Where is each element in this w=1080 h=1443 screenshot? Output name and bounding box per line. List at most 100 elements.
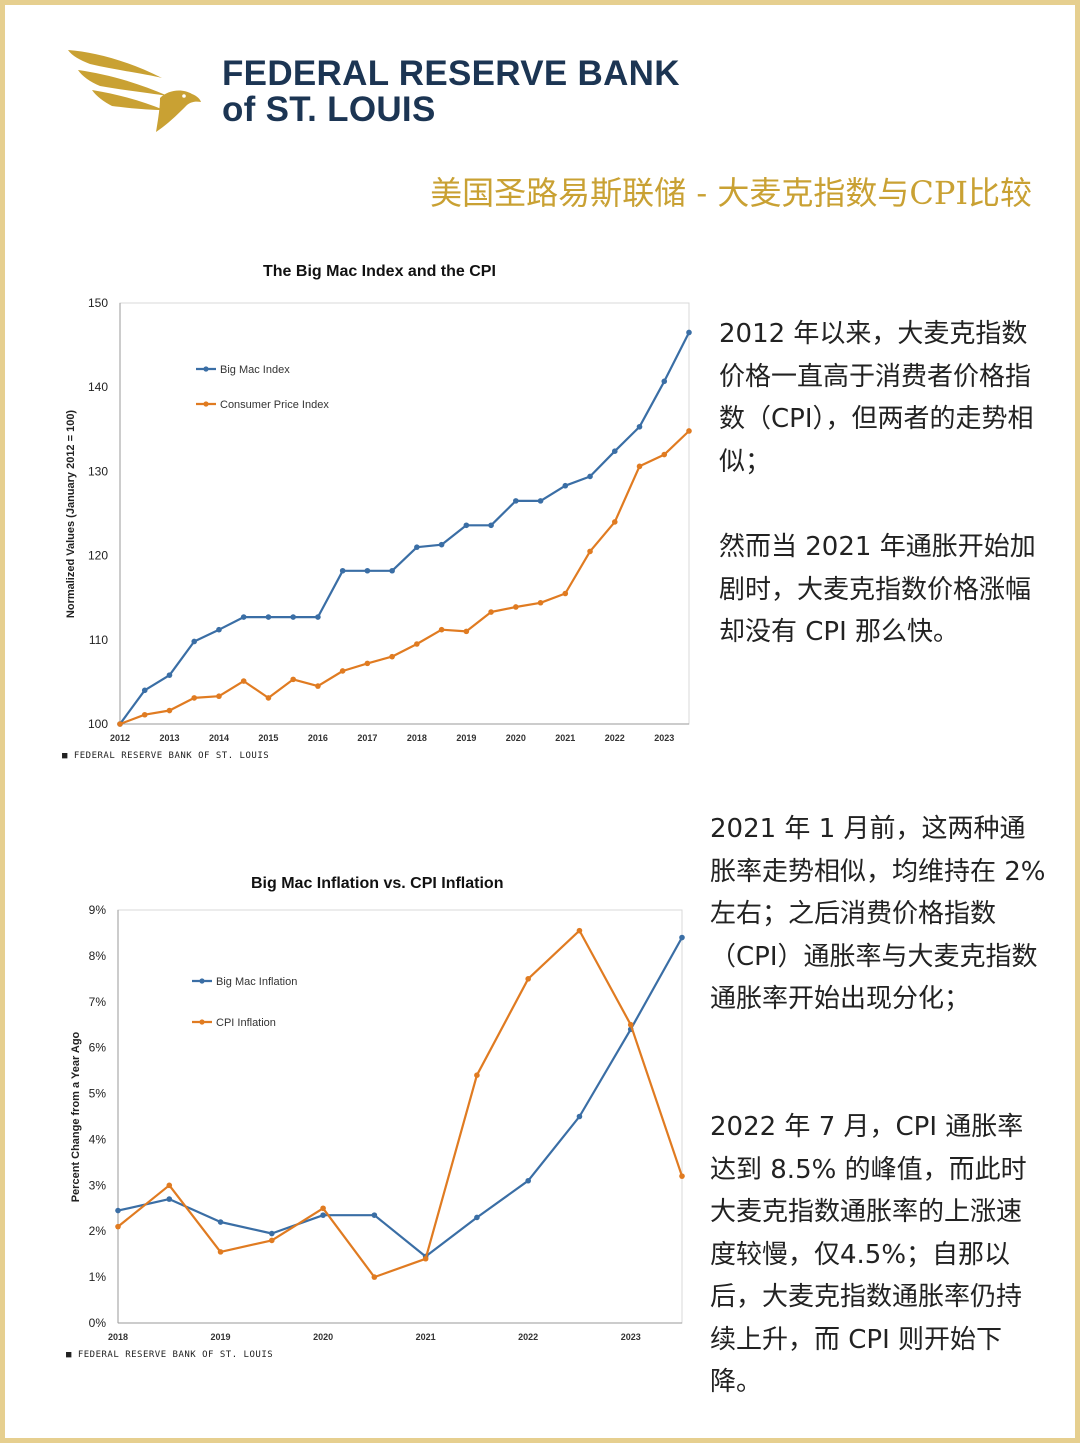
bank-name-line1: FEDERAL RESERVE BANK: [222, 54, 680, 93]
chart1-series-1-point: [191, 638, 198, 645]
chart2-y-tick-label: 7%: [89, 995, 107, 1009]
chart2-series-1-point: [269, 1230, 275, 1237]
chart1-series-1-point: [463, 522, 470, 529]
chart1-series-1-point: [290, 614, 296, 620]
chart1-series-1-line: [119, 332, 690, 725]
chart1-x-tick-label: 2012: [110, 733, 130, 743]
chart2-x-tick-label: 2020: [313, 1332, 333, 1342]
chart1-series-1-point: [537, 498, 544, 504]
chart1-series-1-point: [488, 522, 494, 529]
chart1-series-1-point: [364, 567, 371, 574]
chart2-y-tick-label: 4%: [89, 1132, 107, 1146]
chart2-series-2-point: [269, 1237, 275, 1244]
chart2-legend-label-1: Big Mac Inflation: [216, 976, 297, 988]
chart1-legend-label-2: Consumer Price Index: [220, 399, 329, 411]
chart2-series-1-line: [117, 936, 683, 1258]
eagle-logo-icon: [68, 50, 201, 132]
bank-name-line2: of ST. LOUIS: [222, 90, 436, 129]
chart2-series-1-point: [576, 1113, 583, 1120]
chart1-x-tick-label: 2015: [258, 733, 278, 743]
chart2-title: Big Mac Inflation vs. CPI Inflation: [251, 875, 504, 892]
chart1-series-1-point: [611, 448, 618, 454]
chart1-y-tick-label: 100: [88, 717, 108, 731]
chart2-series-2-point: [576, 927, 583, 934]
chart2-y-tick-label: 9%: [89, 903, 107, 917]
chart1-series-1-point: [562, 482, 569, 489]
paragraph-2: 然而当 2021 年通胀开始加剧时，大麦克指数价格涨幅却没有 CPI 那么快。: [719, 532, 1036, 647]
chart2-x-tick-label: 2019: [211, 1332, 231, 1342]
chart1-source: ■ FEDERAL RESERVE BANK OF ST. LOUIS: [62, 751, 270, 761]
paragraph-3: 2021 年 1 月前，这两种通胀率走势相似，均维持在 2% 左右；之后消费价格…: [710, 814, 1046, 1014]
chart1-x-tick-label: 2020: [506, 733, 526, 743]
chart1-series-1-point: [216, 626, 222, 633]
chart2-series-1-point: [166, 1196, 173, 1202]
chart2-y-tick-label: 1%: [89, 1270, 107, 1284]
chart1-y-tick-label: 110: [89, 633, 108, 647]
chart1-series-2-point: [339, 668, 346, 674]
chart1-series-2-point: [488, 609, 494, 615]
chart2-series-1-point: [371, 1212, 378, 1218]
chart2-y-tick-label: 6%: [89, 1041, 107, 1055]
chart1-legend-label-1: Big Mac Index: [220, 364, 290, 376]
chart2-y-tick-label: 8%: [89, 949, 107, 963]
chart1-y-tick-label: 140: [88, 380, 108, 394]
chart1-series-2-point: [537, 599, 544, 606]
chart1-series-1-point: [686, 329, 692, 336]
chart2-series-1-point: [679, 934, 685, 941]
chart1-series-2-point: [611, 519, 618, 525]
chart2-y-tick-label: 0%: [89, 1316, 107, 1330]
chart1-x-tick-label: 2017: [357, 733, 377, 743]
chart1-y-tick-label: 120: [88, 549, 108, 563]
chart1-series-1-point: [166, 672, 173, 678]
chart1-y-tick-label: 130: [88, 464, 108, 478]
chart1-series-1-point: [339, 567, 346, 574]
chart2-x-tick-label: 2023: [621, 1332, 641, 1342]
chart1-series-2-point: [166, 707, 173, 714]
chart1-series-2-point: [686, 428, 692, 434]
chart1-series-1-point: [513, 498, 519, 504]
paragraph-1: 2012 年以来，大麦克指数价格一直高于消费者价格指数（CPI），但两者的走势相…: [719, 319, 1034, 477]
chart1-series-1-point: [265, 614, 272, 620]
chart2-x-tick-label: 2022: [518, 1332, 538, 1342]
chart1-series-2-point: [389, 653, 395, 660]
chart2-legend-label-2: CPI Inflation: [216, 1017, 276, 1029]
chart2-series-2-point: [371, 1274, 378, 1280]
chart1-x-tick-label: 2022: [605, 733, 625, 743]
chart2-y-tick-label: 5%: [89, 1087, 107, 1101]
chart1-series-2-point: [191, 695, 198, 701]
chart2-series-1-point: [474, 1214, 480, 1221]
chart2-series-2-point: [422, 1255, 429, 1262]
chart2-y-tick-label: 3%: [89, 1178, 107, 1192]
chart2-source: ■ FEDERAL RESERVE BANK OF ST. LOUIS: [66, 1350, 274, 1360]
chart2-series-1-point: [320, 1212, 326, 1218]
chart1-title: The Big Mac Index and the CPI: [263, 263, 496, 280]
chart1-x-tick-label: 2018: [407, 733, 427, 743]
chart1-series-2-point: [562, 590, 569, 597]
chart1-series-2-point: [414, 641, 420, 647]
chart1-x-tick-label: 2014: [209, 733, 229, 743]
chart2-series-2-point: [474, 1072, 480, 1078]
page-headline: 美国圣路易斯联储 - 大麦克指数与CPI比较: [430, 174, 1032, 212]
chart1-series-2-point: [290, 676, 296, 683]
chart2-series-2-point: [115, 1223, 121, 1230]
chart2-series-2-point: [525, 976, 531, 982]
chart1-x-tick-label: 2019: [456, 733, 476, 743]
chart2-series-2-point: [320, 1205, 326, 1212]
chart2-series-1-point: [217, 1219, 224, 1225]
chart1-series-1-point: [240, 614, 247, 620]
chart1-series-2-line: [119, 430, 690, 726]
chart2-series-2-line: [117, 929, 684, 1279]
chart1-series-2-point: [463, 628, 470, 635]
chart1-x-tick-label: 2021: [555, 733, 575, 743]
chart1-x-tick-label: 2023: [654, 733, 674, 743]
chart1-series-2-point: [636, 463, 643, 470]
chart2-legend-marker-1: [199, 978, 205, 984]
chart1-series-2-point: [240, 678, 247, 684]
chart1-y-tick-label: 150: [88, 296, 108, 310]
chart2-legend-marker-2: [199, 1019, 205, 1025]
chart1-source-text: FEDERAL RESERVE BANK OF ST. LOUIS: [73, 751, 270, 761]
chart2-plot-area: [117, 909, 683, 1324]
chart1-series-2-point: [315, 683, 321, 689]
